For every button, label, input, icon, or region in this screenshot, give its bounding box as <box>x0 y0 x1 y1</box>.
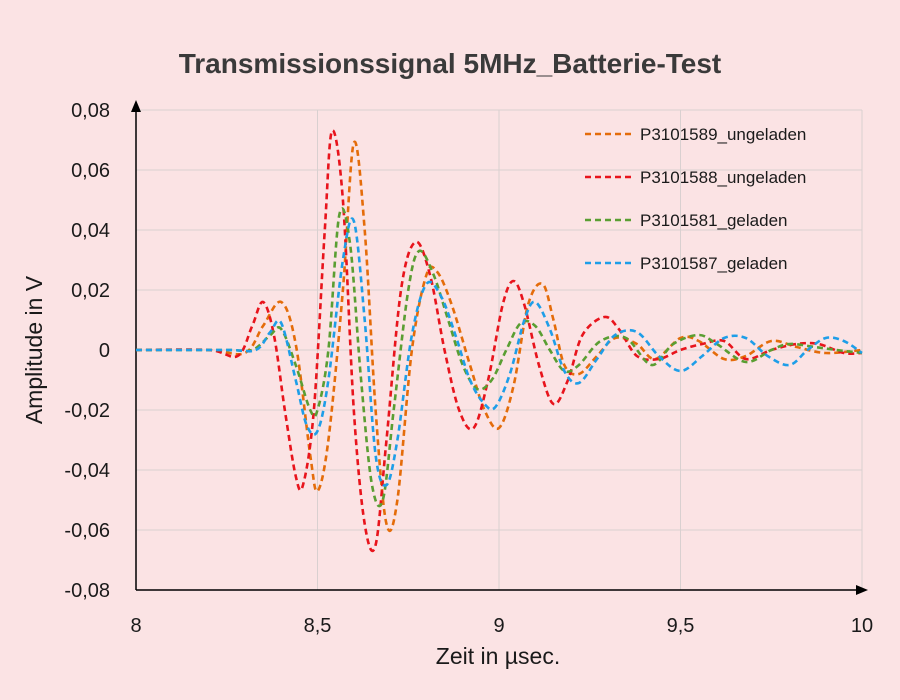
y-tick-label: 0,02 <box>71 280 110 302</box>
axes <box>131 100 868 595</box>
y-tick-label: 0,08 <box>71 100 110 122</box>
legend-entry: P3101588_ungeladen <box>640 168 806 187</box>
series-line-1 <box>135 140 863 532</box>
grid <box>136 109 863 591</box>
x-tick-label: 9 <box>493 615 504 637</box>
y-tick-label: -0,06 <box>64 520 110 542</box>
chart-title: Transmissionssignal 5MHz_Batterie-Test <box>179 48 722 79</box>
x-tick-label: 8 <box>130 615 141 637</box>
legend-entry: P3101587_geladen <box>640 254 787 273</box>
y-tick-label: -0,08 <box>64 580 110 602</box>
x-tick-label: 8,5 <box>304 615 332 637</box>
legend-entry: P3101581_geladen <box>640 211 787 230</box>
plot-lines <box>135 129 863 553</box>
x-tick-label: 9,5 <box>667 615 695 637</box>
y-tick-label: 0,04 <box>71 220 110 242</box>
x-axis-arrow <box>856 585 868 595</box>
series-line-3 <box>136 207 863 508</box>
legend: P3101589_ungeladen P3101588_ungeladen P310… <box>585 125 806 273</box>
tick-labels: -0,08 -0,06 -0,04 -0,02 0 0,02 0,04 0,06 0,08 8 8,… <box>64 100 873 637</box>
y-axis-arrow <box>131 100 141 112</box>
x-axis-label: Zeit in µsec. <box>436 643 560 669</box>
y-tick-label: 0,06 <box>71 160 110 182</box>
y-axis-label: Amplitude in V <box>21 275 47 424</box>
x-tick-label: 10 <box>851 615 873 637</box>
y-tick-label: -0,02 <box>64 400 110 422</box>
legend-entry: P3101589_ungeladen <box>640 125 806 144</box>
y-tick-label: -0,04 <box>64 460 110 482</box>
series-line-2 <box>135 129 863 553</box>
series-line-4 <box>136 217 863 487</box>
y-tick-label: 0 <box>99 340 110 362</box>
